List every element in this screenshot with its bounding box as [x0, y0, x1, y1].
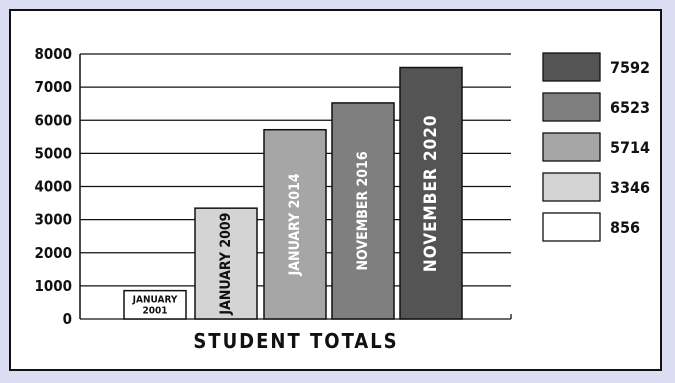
y-tick-label: 2000: [34, 244, 72, 262]
bar-label: JANUARY 2009: [218, 213, 234, 316]
bar: [123, 289, 187, 320]
bar: [399, 66, 463, 320]
y-tick-label: 5000: [34, 144, 72, 162]
y-tick-label: 7000: [34, 78, 72, 96]
chart-panel: 0 1000 2000 3000 4000 5000 6000 7000 8000 JANUARY…: [9, 9, 662, 371]
bar-label: JANUARY: [132, 295, 178, 306]
legend-value: 5714: [610, 138, 650, 157]
bar-label: JANUARY 2014: [287, 173, 303, 276]
bar-chart: 0 1000 2000 3000 4000 5000 6000 7000 8000 JANUARY…: [34, 45, 650, 353]
y-tick-label: 0: [63, 310, 72, 328]
legend-swatch: [542, 52, 601, 82]
y-tick-label: 4000: [34, 178, 72, 196]
y-tick-label: 8000: [34, 45, 72, 63]
legend-value: 6523: [610, 98, 650, 117]
legend-swatch: [542, 212, 601, 242]
legend-value: 3346: [610, 178, 650, 197]
legend-swatch: [542, 172, 601, 202]
y-tick-label: 6000: [34, 111, 72, 129]
bar: [194, 207, 258, 320]
legend-value: 7592: [610, 58, 650, 77]
legend-value: 856: [610, 218, 640, 237]
bar: [331, 102, 395, 320]
bar-label: NOVEMBER 2016: [355, 151, 371, 270]
y-tick-label: 3000: [34, 211, 72, 229]
bar-label: 2001: [142, 306, 167, 317]
bar-label: NOVEMBER 2020: [421, 114, 441, 272]
legend-swatch: [542, 132, 601, 162]
bar: [263, 128, 327, 320]
chart-title: STUDENT TOTALS: [193, 329, 398, 353]
legend-swatch: [542, 92, 601, 122]
y-tick-label: 1000: [34, 277, 72, 295]
